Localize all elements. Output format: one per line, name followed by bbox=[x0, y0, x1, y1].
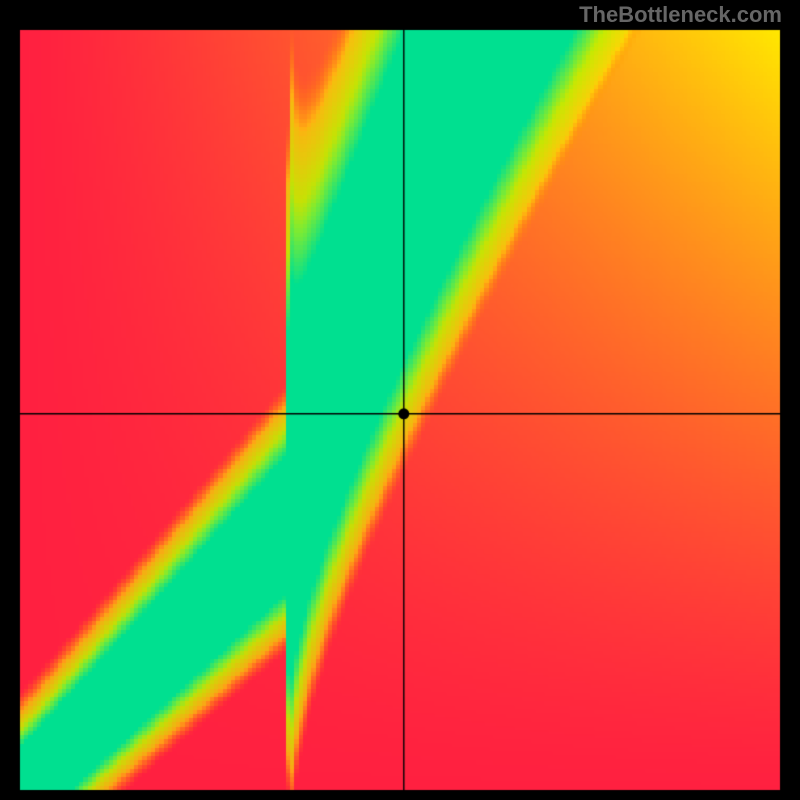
watermark-text: TheBottleneck.com bbox=[579, 2, 782, 28]
bottleneck-heatmap bbox=[0, 0, 800, 800]
chart-container: TheBottleneck.com bbox=[0, 0, 800, 800]
